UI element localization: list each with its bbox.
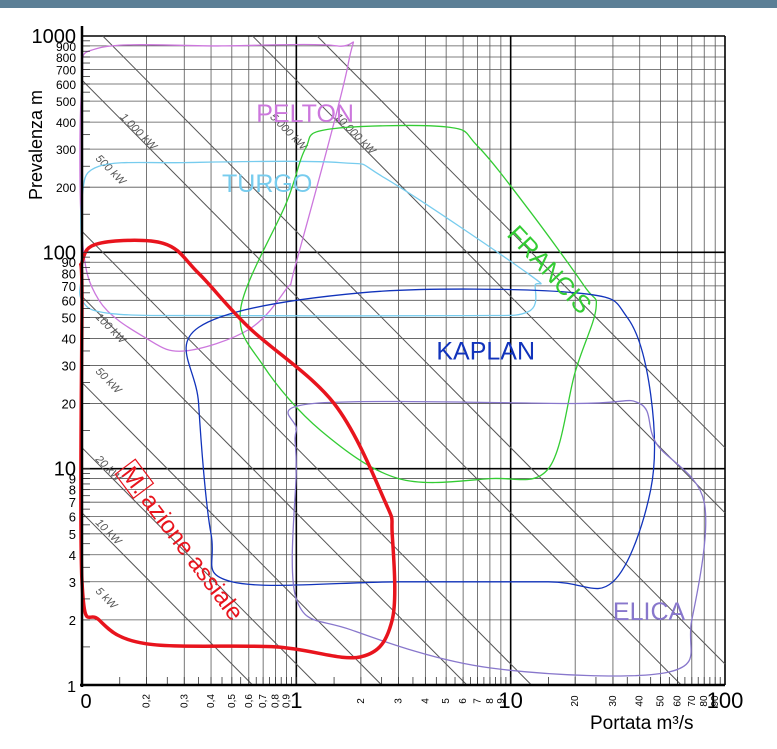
turbine-regions [79,41,707,677]
y-tick-label-minor: 4 [69,548,76,563]
power-line [81,382,382,686]
x-tick-label-minor: 0,3 [179,694,190,708]
y-tick-label-minor: 8 [69,483,76,498]
power-line [81,79,682,686]
region-label-text: PELTON [256,100,354,128]
y-tick-label-minor: 600 [56,78,76,92]
x-tick-label-minor: 70 [687,695,698,707]
region-kaplan [185,288,656,590]
y-tick-label-minor: 6 [69,510,76,525]
x-tick-label-minor: 20 [570,695,581,707]
x-tick-label-minor: 40 [635,695,646,707]
axes [80,26,725,687]
x-tick-label-minor: 0,7 [258,694,269,708]
x-tick-label-minor: 7 [472,698,483,704]
top-border-bar [0,0,777,8]
x-tick-label-major: 10 [498,688,522,713]
tick-labels: 1 10 1000 0,2 0,3 0,4 0,5 0,6 0,7 0,8 0,9 2 3 4 5 6 7 8 9 2… [32,26,744,713]
y-tick-label-minor: 90 [62,255,76,270]
y-axis-label: Prevalenza m [26,90,46,200]
x-tick-label-minor: 0,8 [271,694,282,708]
y-tick-label-minor: 40 [62,331,76,346]
y-tick-label-minor: 2 [69,613,76,628]
region-label-text: KAPLAN [436,337,535,365]
y-tick-label-minor: 200 [56,181,76,195]
region-label-elica: ELICA [613,598,686,626]
y-tick-label-minor: 300 [56,143,76,157]
x-tick-label-minor: 4 [420,698,431,704]
y-tick-label-minor: 9 [69,472,76,487]
grid-major [82,35,726,686]
y-tick-label-minor: 50 [62,310,76,325]
x-origin-label: 0 [80,691,91,713]
y-tick-label-minor: 5 [69,527,76,542]
x-tick-label-minor: 0,2 [142,694,153,708]
grid-minor [82,36,725,685]
x-tick-label-minor: 90 [710,695,721,707]
x-tick-label-minor: 0,5 [227,694,238,708]
x-tick-label-minor: 80 [699,695,710,707]
power-line [316,35,726,449]
y-tick-label-minor: 20 [62,397,76,412]
region-label-box [114,458,155,500]
power-line-label: 5 kW [93,585,120,612]
y-tick-label-minor: 500 [56,95,76,109]
power-line-label: 1.000 kW [118,111,160,154]
x-tick-label-minor: 8 [485,698,496,704]
region-turgo [79,160,542,317]
region-label-turgo: TURGO [222,170,312,198]
y-tick-label-minor: 60 [62,293,76,308]
power-line-label: 500 kW [93,153,129,189]
y-tick-label-minor: 800 [56,51,76,65]
x-axis-label: Portata m³/s [590,713,693,734]
x-tick-label-minor: 0,6 [244,694,255,708]
region-pelton [79,41,355,352]
region-labels: PELTON TURGO FRANCIS KAPLAN ELICA M.azione as… [114,100,686,626]
x-tick-label-minor: 30 [608,695,619,707]
y-tick-label-major: 1000 [32,26,77,48]
power-line [81,512,253,686]
region-elica [287,399,707,677]
y-tick-label-minor: 80 [62,266,76,281]
y-tick-label-minor: 7 [69,495,76,510]
y-tick-label-minor: 30 [62,358,76,373]
power-line [81,231,532,686]
x-tick-label-major: 100 [707,688,744,713]
power-line-label: 50 kW [93,366,125,398]
region-label-text: ELICA [613,598,686,626]
x-tick-label-minor: 3 [394,698,405,704]
y-tick-label-minor: 900 [56,40,76,54]
power-line [102,35,726,665]
region-label-kaplan: KAPLAN [436,337,535,365]
x-tick-label-minor: 0,4 [206,694,217,708]
region-label-m-azione-assiale: M.azione assiale [114,458,249,626]
region-label-text: FRANCIS [502,220,597,319]
x-tick-label-minor: 9 [496,698,507,704]
x-tick-label-minor: 60 [672,695,683,707]
y-tick-label-minor: 400 [56,116,76,130]
region-label-text: TURGO [222,170,312,198]
region-label-pelton: PELTON [256,100,354,128]
x-tick-label-minor: 2 [356,698,367,704]
power-line-label: 10 kW [93,517,125,549]
y-tick-label-major: 1 [67,679,76,696]
x-tick-label-minor: 5 [441,698,452,704]
region-label-francis: FRANCIS [502,220,597,319]
y-tick-label-minor: 3 [69,575,76,590]
power-line [252,35,726,514]
region-francis [239,124,598,484]
x-tick-label-minor: 6 [458,698,469,704]
y-tick-label-major: 10 [54,459,76,481]
x-tick-label-minor: 0,9 [282,694,293,708]
power-line [81,296,468,686]
power-line-label: 100 kW [93,311,129,347]
region-label-prefix: M. [116,462,154,500]
y-tick-label-minor: 70 [62,279,76,294]
y-tick-label-minor: 700 [56,64,76,78]
x-tick-label-major: 1 [290,688,302,713]
y-tick-label-major: 100 [43,242,76,264]
x-tick-label-minor: 50 [655,695,666,707]
